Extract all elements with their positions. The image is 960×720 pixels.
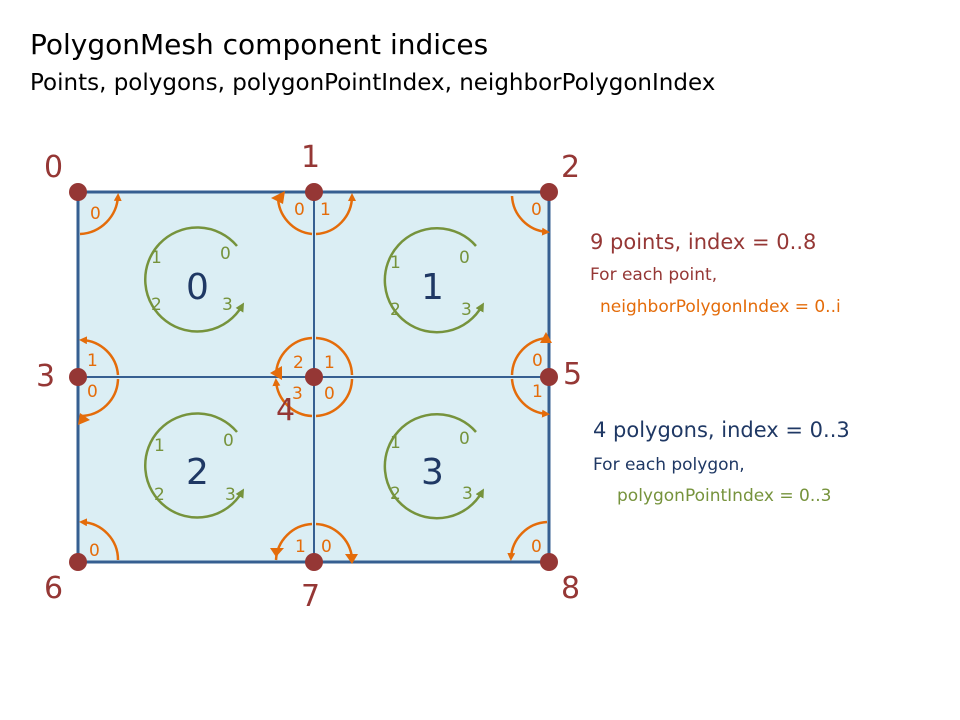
point-label-2: 2	[561, 150, 580, 185]
point-label-3: 3	[36, 359, 55, 394]
polygons-info-heading: 4 polygons, index = 0..3	[593, 418, 850, 442]
point-marker-0	[69, 183, 87, 201]
polygon-point-index-labels: 0 1 2 3 0 1 2 3 0 1 2 3 0 1 2 3	[151, 244, 473, 505]
ppi-0-3: 3	[222, 295, 233, 315]
polygon-label-0: 0	[186, 267, 209, 308]
npi-p6-0: 0	[89, 541, 100, 561]
neighbor-arc-p7-right	[315, 522, 354, 559]
polygon-label-3: 3	[421, 452, 444, 493]
polygon-circle-1	[383, 227, 484, 334]
npi-p8-0: 0	[531, 537, 542, 557]
neighbor-arrowheads	[78, 191, 552, 564]
point-marker-3	[69, 368, 87, 386]
polygon-label-2: 2	[186, 452, 209, 493]
polygons-info-line1: For each polygon,	[593, 455, 745, 475]
neighbor-arc-p4-br	[315, 378, 354, 418]
ppi-3-0: 0	[459, 429, 470, 449]
point-marker-7	[305, 553, 323, 571]
point-marker-4	[305, 368, 323, 386]
neighbor-arc-p5-bottom	[510, 378, 550, 418]
point-marker-6	[69, 553, 87, 571]
ppi-3-2: 2	[390, 484, 401, 504]
neighbor-arcs	[79, 193, 550, 561]
polygon-circle-0	[144, 226, 245, 333]
neighbor-arc-p2	[510, 195, 550, 236]
point-label-7: 7	[301, 579, 320, 614]
neighbor-arc-p8	[507, 520, 548, 561]
npi-p3-1: 1	[87, 351, 98, 371]
polygons-info-line2: polygonPointIndex = 0..3	[617, 486, 832, 506]
page-title: PolygonMesh component indices	[30, 28, 489, 61]
neighbor-arc-p1-right	[315, 193, 357, 236]
npi-p4-3: 3	[292, 384, 303, 404]
npi-p7-0: 0	[321, 537, 332, 557]
neighbor-arc-p4-tr	[315, 336, 354, 376]
npi-p1-1: 1	[320, 200, 331, 220]
point-label-4: 4	[276, 393, 295, 428]
neighbor-arc-p4-tl	[274, 336, 313, 376]
neighbor-arc-p0	[79, 193, 122, 236]
npi-p1-0: 0	[294, 200, 305, 220]
neighbor-arc-p4-bl	[272, 378, 313, 418]
neighbor-arc-p6	[79, 518, 120, 561]
ppi-1-3: 3	[461, 300, 472, 320]
npi-p4-1: 1	[324, 353, 335, 373]
point-marker-1	[305, 183, 323, 201]
polygon-circle-2	[144, 412, 245, 519]
point-labels: 0 1 2 3 4 5 6 7 8	[36, 140, 582, 614]
npi-p2-0: 0	[531, 200, 542, 220]
neighbor-arc-p3-top	[79, 336, 120, 376]
point-marker-2	[540, 183, 558, 201]
polygon-circle-3	[383, 413, 484, 520]
points-info-heading: 9 points, index = 0..8	[590, 230, 817, 254]
ppi-0-0: 0	[220, 244, 231, 264]
ppi-1-2: 2	[390, 300, 401, 320]
ppi-0-1: 1	[151, 248, 162, 268]
npi-p5-0: 0	[532, 351, 543, 371]
ppi-2-1: 1	[154, 436, 165, 456]
point-marker-8	[540, 553, 558, 571]
polygon-labels: 0 1 2 3	[186, 267, 444, 493]
point-label-1: 1	[301, 140, 320, 175]
ppi-2-0: 0	[223, 431, 234, 451]
point-label-6: 6	[44, 571, 63, 606]
point-label-5: 5	[563, 357, 582, 392]
point-label-8: 8	[561, 571, 580, 606]
page-subtitle: Points, polygons, polygonPointIndex, nei…	[30, 70, 716, 96]
neighbor-index-labels: 0 0 1 0 1 0 2 1 3 0 0 1 0 1 0 0	[87, 200, 543, 561]
points-info-line2: neighborPolygonIndex = 0..i	[600, 297, 841, 317]
point-label-0: 0	[44, 150, 63, 185]
ppi-1-1: 1	[390, 253, 401, 273]
ppi-0-2: 2	[151, 295, 162, 315]
npi-p4-0: 0	[324, 384, 335, 404]
point-marker-5	[540, 368, 558, 386]
point-markers	[69, 183, 558, 571]
npi-p0-0: 0	[90, 204, 101, 224]
ppi-1-0: 0	[459, 248, 470, 268]
polygon-index-circles	[144, 226, 484, 520]
neighbor-arc-p1-left	[276, 195, 313, 236]
ppi-2-3: 3	[225, 485, 236, 505]
ppi-3-1: 1	[390, 433, 401, 453]
neighbor-arc-p5-top	[510, 336, 548, 376]
npi-p4-2: 2	[293, 353, 304, 373]
npi-p5-1: 1	[532, 382, 543, 402]
points-info-line1: For each point,	[590, 265, 718, 285]
polygon-label-1: 1	[421, 267, 444, 308]
ppi-3-3: 3	[462, 484, 473, 504]
npi-p3-0: 0	[87, 382, 98, 402]
ppi-2-2: 2	[154, 485, 165, 505]
neighbor-arc-p3-bottom	[79, 378, 120, 418]
npi-p7-1: 1	[295, 537, 306, 557]
